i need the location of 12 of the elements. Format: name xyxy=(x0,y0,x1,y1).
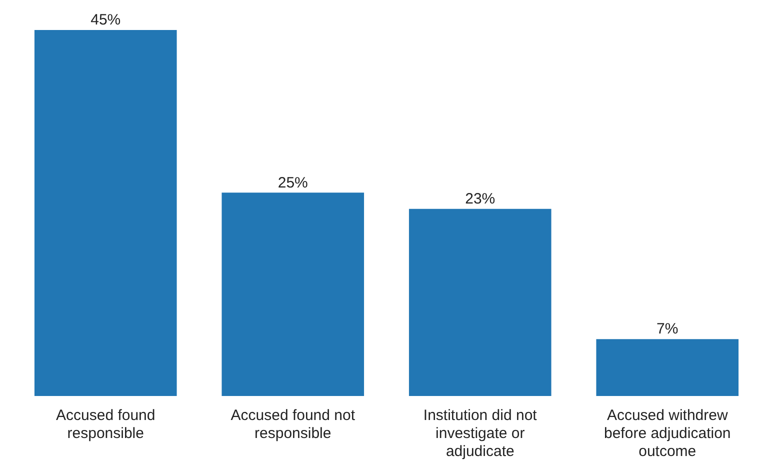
x-tick-label: Accused found responsible xyxy=(56,407,156,442)
data-label: 45% xyxy=(90,12,121,29)
data-label: 7% xyxy=(656,320,678,338)
bar xyxy=(34,30,177,396)
x-tick-label: Accused withdrew before adjudication outcome xyxy=(604,407,731,460)
bar xyxy=(408,208,552,396)
bar xyxy=(222,192,364,396)
data-label: 25% xyxy=(278,174,308,192)
data-label: 23% xyxy=(465,190,496,208)
x-tick-label: Institution did not investigate or adjudicate xyxy=(423,407,538,460)
bar xyxy=(596,339,739,396)
x-tick-label: Accused found not responsible xyxy=(230,407,356,442)
